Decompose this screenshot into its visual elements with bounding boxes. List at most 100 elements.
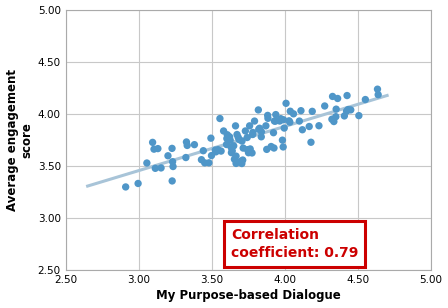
Point — [239, 158, 246, 163]
Point — [154, 146, 161, 151]
Point — [240, 146, 247, 151]
Point — [270, 130, 277, 135]
Point — [306, 124, 313, 129]
Point — [315, 123, 323, 128]
Point — [258, 129, 265, 134]
Point — [244, 135, 251, 140]
Point — [249, 151, 256, 156]
Point — [182, 155, 190, 160]
Point — [355, 113, 362, 118]
Point — [267, 144, 275, 149]
Point — [309, 109, 316, 114]
Point — [237, 159, 245, 164]
Point — [205, 160, 212, 165]
Point — [287, 109, 294, 114]
Point — [183, 140, 190, 144]
Point — [122, 184, 129, 189]
Point — [242, 128, 249, 133]
Point — [255, 107, 262, 112]
Point — [290, 111, 297, 116]
Point — [277, 116, 284, 121]
Point — [184, 143, 191, 148]
Point — [255, 127, 263, 132]
Point — [297, 108, 305, 113]
Point — [375, 92, 382, 97]
Point — [343, 109, 350, 114]
Point — [224, 132, 231, 137]
Point — [280, 126, 288, 131]
Point — [374, 87, 381, 92]
Point — [345, 107, 352, 112]
Point — [223, 136, 230, 141]
Point — [245, 150, 252, 155]
Point — [246, 147, 254, 152]
Point — [169, 159, 176, 164]
Point — [244, 147, 251, 152]
Point — [168, 178, 176, 183]
Point — [332, 114, 340, 119]
Point — [329, 94, 336, 99]
Point — [228, 145, 235, 150]
Point — [218, 149, 225, 154]
Y-axis label: Average engagement
score: Average engagement score — [5, 69, 34, 211]
Point — [231, 157, 238, 162]
Point — [256, 126, 263, 131]
Point — [249, 132, 256, 137]
Point — [362, 97, 369, 102]
Point — [263, 147, 270, 152]
Point — [215, 147, 222, 152]
Point — [226, 134, 233, 139]
Point — [246, 124, 253, 128]
Point — [280, 117, 287, 122]
Point — [251, 119, 258, 124]
Point — [285, 118, 293, 123]
Point — [236, 137, 243, 142]
Point — [212, 149, 220, 154]
Point — [347, 107, 354, 112]
Point — [296, 119, 303, 124]
Point — [238, 161, 246, 166]
Point — [321, 103, 328, 108]
Point — [235, 135, 242, 140]
Point — [152, 166, 159, 171]
Point — [332, 107, 340, 111]
Point — [277, 117, 284, 122]
Point — [258, 134, 265, 139]
Point — [282, 101, 289, 106]
Point — [191, 142, 198, 147]
Point — [208, 153, 215, 158]
Point — [143, 160, 151, 165]
Point — [238, 139, 246, 144]
Point — [233, 161, 240, 166]
Point — [344, 93, 351, 98]
Point — [271, 146, 278, 151]
Point — [228, 148, 236, 153]
Point — [151, 147, 158, 152]
Point — [262, 123, 269, 128]
Point — [307, 140, 314, 145]
Point — [272, 112, 280, 117]
Point — [216, 116, 224, 121]
Text: Correlation
coefficient: 0.79: Correlation coefficient: 0.79 — [231, 228, 358, 260]
Point — [232, 124, 239, 128]
Point — [276, 119, 283, 124]
Point — [264, 113, 271, 118]
Point — [157, 165, 164, 170]
Point — [334, 96, 341, 101]
Point — [198, 157, 205, 162]
Point — [200, 148, 207, 153]
Point — [279, 138, 286, 143]
Point — [201, 160, 208, 165]
Point — [299, 127, 306, 132]
Point — [212, 148, 219, 152]
Point — [223, 142, 230, 147]
Point — [341, 113, 348, 118]
Point — [169, 164, 177, 169]
Point — [227, 138, 234, 143]
Point — [164, 153, 172, 158]
Point — [264, 116, 271, 121]
Point — [207, 136, 215, 141]
Point — [280, 144, 287, 149]
Point — [249, 130, 256, 135]
Point — [233, 132, 241, 137]
